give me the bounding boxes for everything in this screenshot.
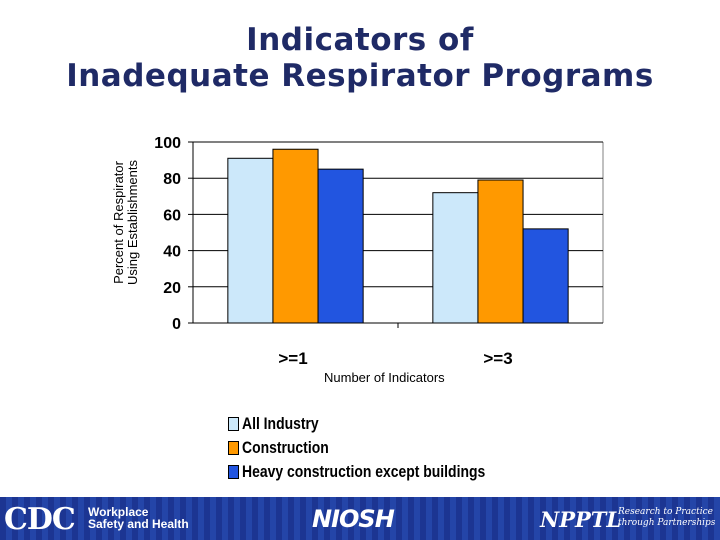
- y-tick-label: 0: [172, 316, 181, 333]
- legend-label-construction: Construction: [242, 438, 329, 457]
- npptl-logo: NPPTL: [540, 507, 622, 532]
- legend-swatch-all-industry: [228, 417, 239, 431]
- y-tick-label: 40: [163, 244, 181, 261]
- x-axis-label: Number of Indicators: [324, 370, 445, 385]
- legend-swatch-heavy-construction: [228, 465, 239, 479]
- footer-background: [0, 497, 720, 540]
- y-tick-label: 100: [154, 135, 181, 152]
- legend-label-all-industry: All Industry: [242, 414, 319, 433]
- bar-construction-1: [272, 148, 319, 324]
- chart-legend: All Industry Construction Heavy construc…: [228, 412, 539, 484]
- y-tick-label: 20: [163, 280, 181, 297]
- bar-heavy-construction-except-buildings-2: [522, 228, 569, 324]
- cdc-logo: CDC: [4, 502, 76, 537]
- title-line-2: Inadequate Respirator Programs: [66, 58, 654, 94]
- y-tick-label: 60: [163, 207, 181, 224]
- bar-heavy-construction-except-buildings-1: [317, 168, 364, 324]
- bar-all-industry-2: [432, 192, 479, 324]
- legend-label-heavy-construction: Heavy construction except buildings: [242, 462, 486, 481]
- bar-construction-2: [477, 179, 524, 324]
- npptl-tagline: Research to Practice through Partnership…: [618, 507, 715, 529]
- x-tick-label: >=3: [483, 349, 512, 368]
- legend-swatch-construction: [228, 441, 239, 455]
- bar-chart: 0 20 40 60 80 100 >=1 >=3: [154, 135, 604, 368]
- x-tick-label: >=1: [278, 349, 307, 368]
- bar-all-industry-1: [227, 157, 274, 324]
- y-tick-label: 80: [163, 171, 181, 188]
- workplace-line-2: Safety and Health: [88, 517, 189, 531]
- tagline-line-1: Research to Practice: [618, 507, 713, 517]
- legend-item-all-industry: All Industry: [228, 412, 539, 436]
- page-title: Indicators of Inadequate Respirator Prog…: [0, 22, 720, 94]
- tagline-line-2: through Partnerships: [618, 518, 716, 528]
- legend-item-construction: Construction: [228, 436, 539, 460]
- workplace-safety-logo: Workplace Safety and Health: [88, 506, 189, 530]
- title-line-1: Indicators of: [246, 22, 474, 58]
- legend-item-heavy-construction: Heavy construction except buildings: [228, 460, 539, 484]
- footer-banner: CDC Workplace Safety and Health NIOSH NP…: [0, 497, 720, 540]
- workplace-line-1: Workplace: [88, 505, 149, 519]
- niosh-logo: NIOSH: [312, 505, 395, 533]
